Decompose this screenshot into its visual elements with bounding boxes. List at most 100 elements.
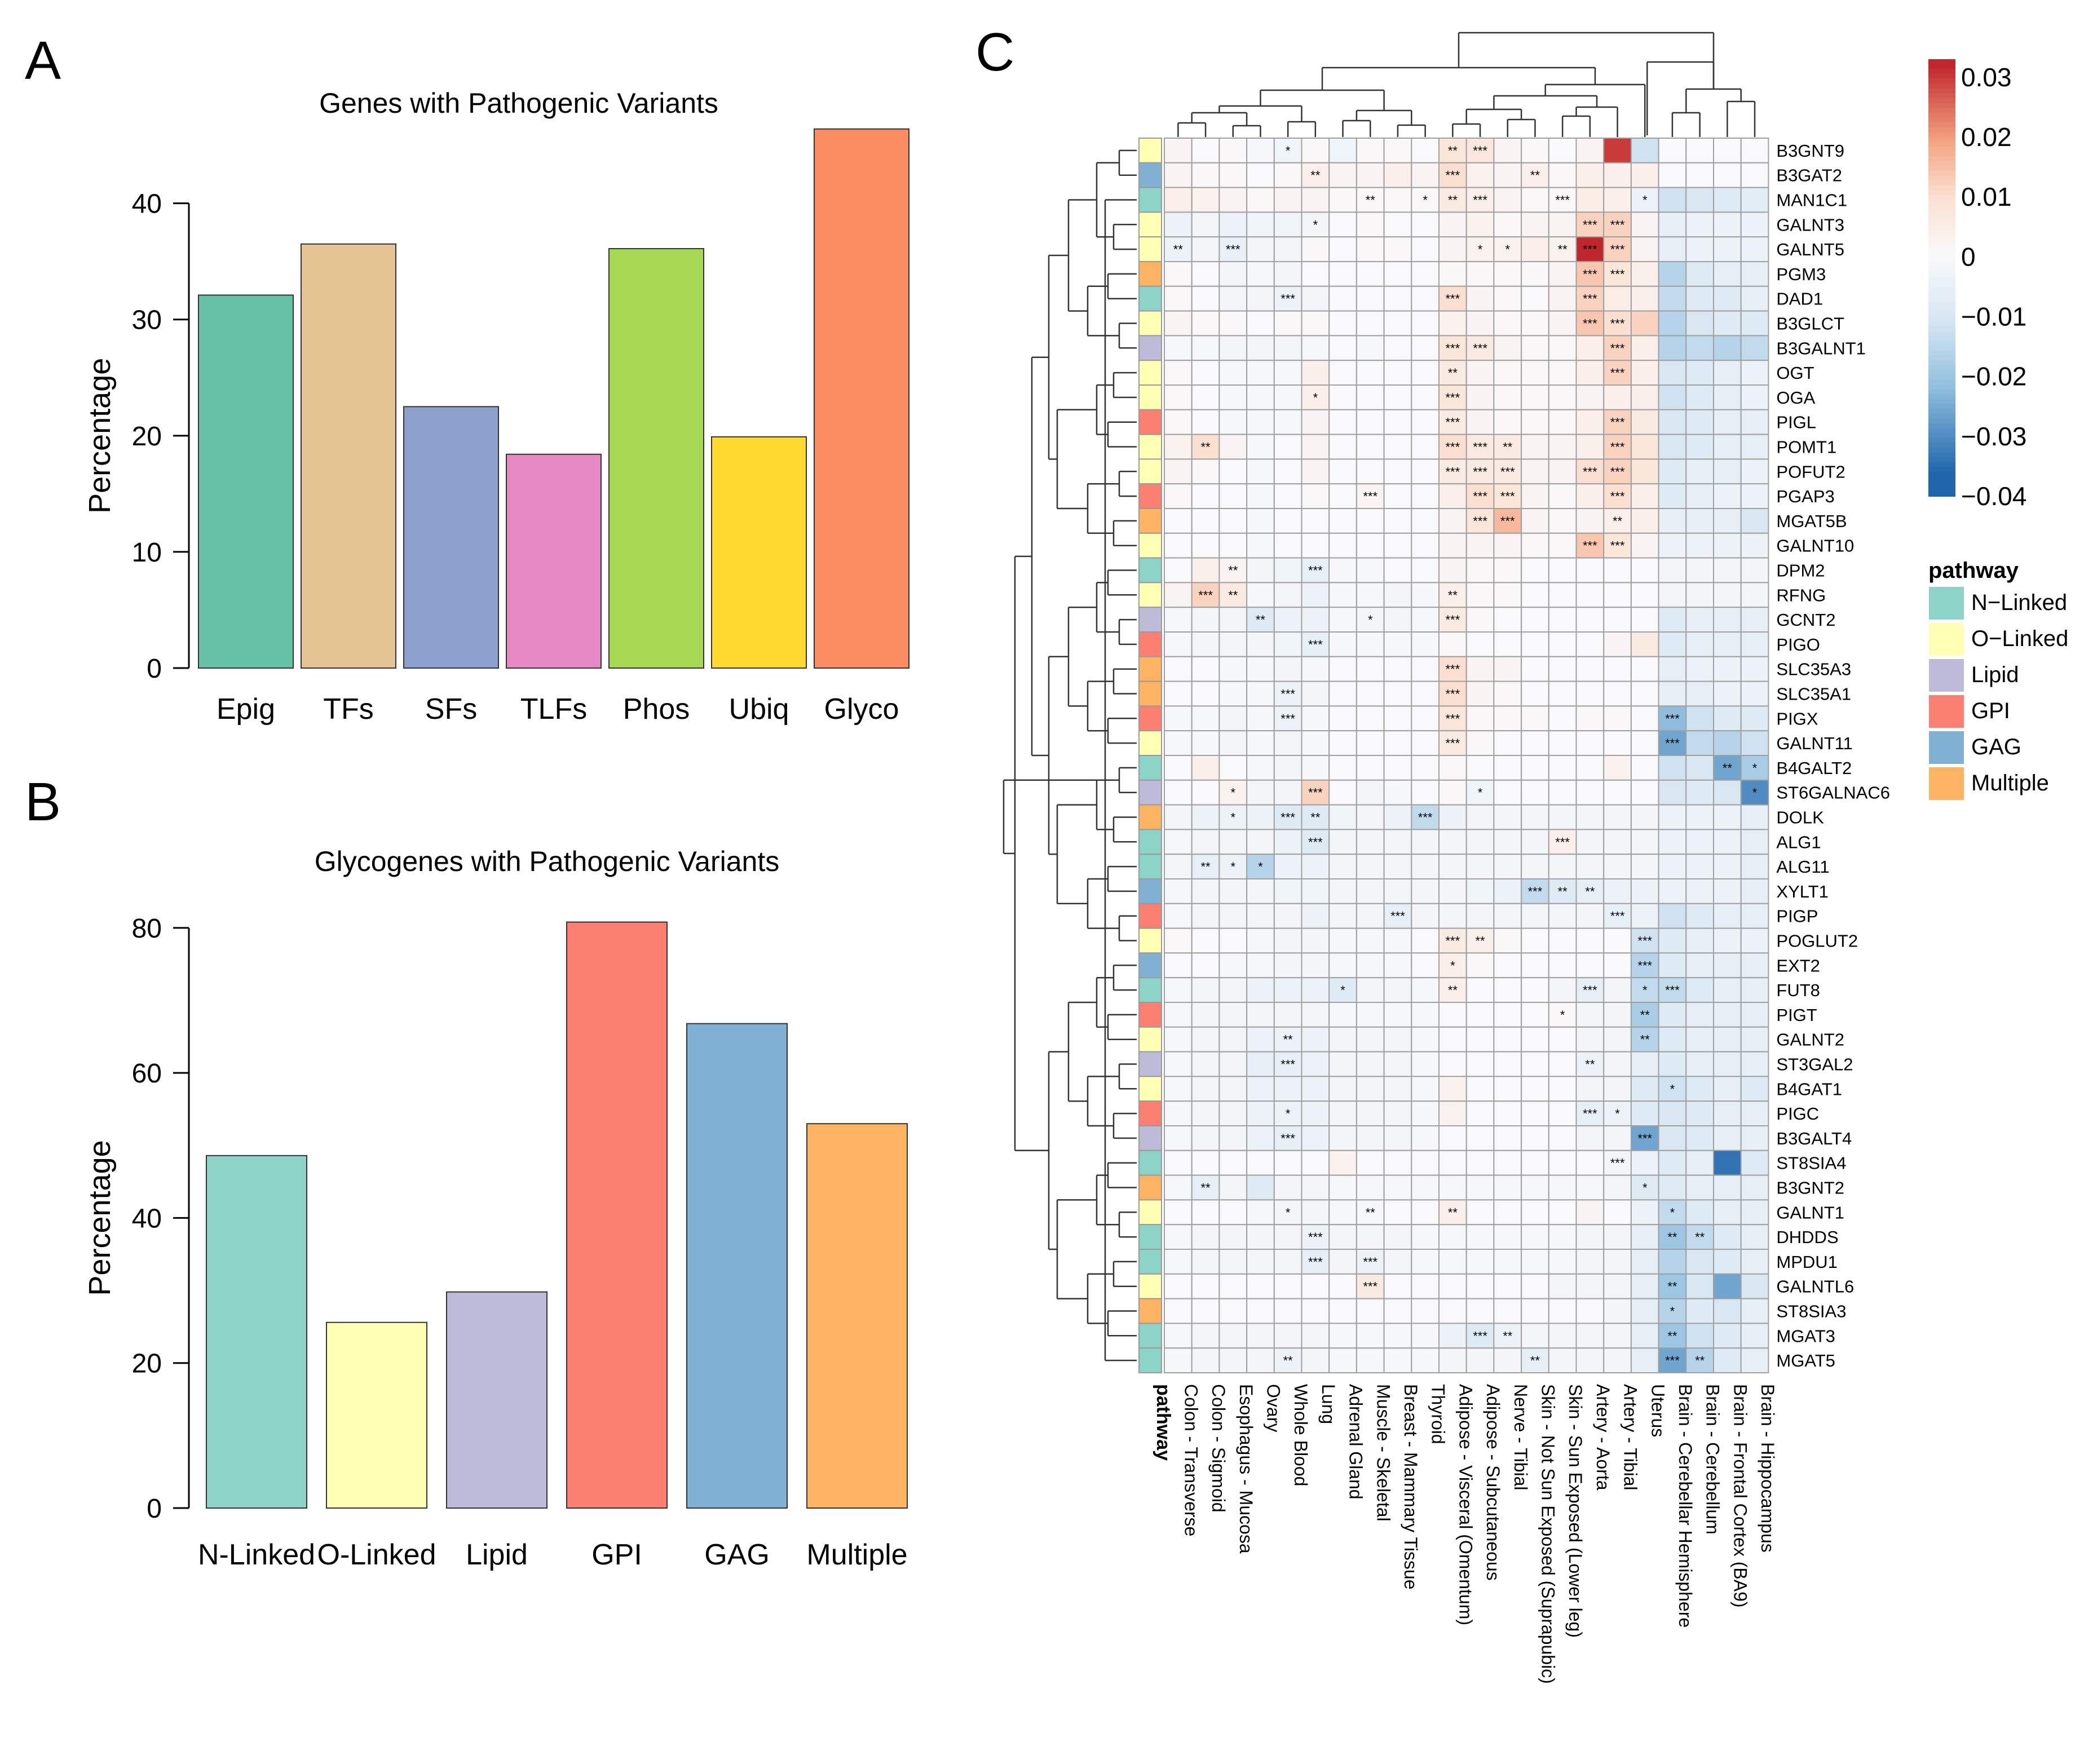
heatmap-cell: [1246, 211, 1275, 238]
heatmap-cell: [1575, 1249, 1605, 1275]
heatmap-cell: [1658, 335, 1687, 361]
y-axis-label: Percentage: [83, 1140, 117, 1296]
significance-mark: ***: [1308, 638, 1323, 652]
heatmap-cell: [1685, 1347, 1715, 1373]
heatmap-cell: [1246, 903, 1275, 929]
heatmap-cell: [1218, 261, 1248, 287]
column-label: Artery - Tibial: [1621, 1384, 1641, 1490]
heatmap-cell: [1685, 730, 1715, 756]
heatmap-cell: [1493, 138, 1522, 163]
heatmap-cell: [1658, 508, 1687, 534]
heatmap-cell: [1164, 1323, 1193, 1349]
heatmap-cell: [1658, 607, 1687, 633]
heatmap-cell: [1521, 335, 1549, 361]
colorbar-segment: [1928, 287, 1955, 293]
heatmap-cell: [1164, 1199, 1193, 1226]
heatmap-cell: [1685, 285, 1715, 312]
heatmap-cell: [1218, 187, 1248, 213]
heatmap-cell: [1713, 854, 1742, 879]
heatmap-cell: [1630, 285, 1659, 312]
heatmap-cell: [1685, 680, 1715, 707]
significance-mark: ***: [1473, 193, 1487, 207]
heatmap-cell: [1164, 236, 1193, 263]
significance-mark: **: [1310, 811, 1321, 825]
chart-title: Glycogenes with Pathogenic Variants: [315, 846, 780, 877]
significance-mark: ***: [1446, 613, 1460, 627]
row-label: SLC35A3: [1776, 660, 1851, 679]
heatmap-cell: [1685, 508, 1715, 534]
heatmap-cell: [1411, 1150, 1440, 1176]
heatmap-cell: [1246, 1224, 1275, 1250]
heatmap-cell: [1246, 1174, 1275, 1201]
heatmap-cell: [1603, 508, 1632, 534]
heatmap-cell: [1575, 162, 1605, 188]
heatmap-cell: [1273, 384, 1302, 410]
significance-mark: **: [1366, 193, 1376, 207]
heatmap-cell: [1603, 1347, 1632, 1373]
row-label: GCNT2: [1776, 610, 1835, 630]
heatmap-cell: [1548, 409, 1577, 435]
heatmap-cell: [1740, 236, 1769, 263]
heatmap-cell: [1164, 631, 1193, 657]
heatmap-cell: [1548, 1298, 1577, 1324]
column-label: Adrenal Gland: [1346, 1384, 1366, 1500]
colorbar-tick-label: −0.01: [1961, 302, 2026, 331]
heatmap-cell: [1740, 384, 1769, 410]
heatmap-cell: [1521, 1224, 1549, 1250]
heatmap-cell: [1383, 187, 1412, 213]
heatmap-cell: [1465, 582, 1495, 608]
heatmap-cell: [1273, 1125, 1302, 1151]
significance-mark: **: [1448, 144, 1458, 158]
colorbar-segment: [1928, 103, 1955, 109]
heatmap-cell: [1191, 138, 1220, 163]
heatmap-cell: [1218, 1249, 1248, 1275]
heatmap-cell: [1246, 458, 1275, 485]
heatmap-cell: [1740, 1100, 1769, 1126]
colorbar-segment: [1928, 433, 1955, 439]
row-label: PIGC: [1776, 1104, 1819, 1124]
heatmap-cell: [1713, 1174, 1742, 1201]
bar-n-linked: [206, 1155, 307, 1509]
significance-mark: ***: [1665, 736, 1680, 750]
heatmap-cell: [1521, 829, 1549, 855]
significance-mark: *: [1258, 860, 1263, 874]
heatmap-cell: [1164, 854, 1193, 879]
heatmap-cell: [1521, 285, 1549, 312]
significance-mark: **: [1475, 934, 1485, 948]
heatmap-cell: [1301, 162, 1330, 188]
heatmap-cell: [1685, 1249, 1715, 1275]
heatmap-cell: [1740, 261, 1769, 287]
significance-mark: ***: [1308, 1255, 1323, 1269]
heatmap-cell: [1548, 1002, 1577, 1028]
heatmap-cell: [1328, 1100, 1357, 1126]
pathway-annotation-cell: [1138, 1100, 1162, 1126]
heatmap-cell: [1191, 656, 1220, 682]
heatmap-cell: [1658, 1150, 1687, 1176]
heatmap-cell: [1685, 927, 1715, 954]
heatmap-cell: [1521, 903, 1549, 929]
heatmap-cell: [1658, 187, 1687, 213]
heatmap-cell: [1164, 656, 1193, 682]
colorbar-segment: [1928, 112, 1955, 118]
heatmap-cell: [1658, 384, 1687, 410]
colorbar-segment: [1928, 185, 1955, 191]
pathway-annotation-cell: [1138, 804, 1162, 830]
heatmap-cell: [1521, 1323, 1549, 1349]
heatmap-cell: [1465, 211, 1495, 238]
heatmap-cell: [1713, 903, 1742, 929]
heatmap-cell: [1191, 779, 1220, 806]
bar-phos: [608, 248, 704, 669]
heatmap-cell: [1191, 162, 1220, 188]
heatmap-cell: [1246, 384, 1275, 410]
heatmap-cell: [1411, 977, 1440, 1003]
row-label: FUT8: [1776, 980, 1820, 1000]
heatmap-cell: [1328, 1224, 1357, 1250]
heatmap-cell: [1493, 903, 1522, 929]
colorbar-segment: [1928, 59, 1955, 65]
heatmap-cell: [1438, 631, 1467, 657]
heatmap-cell: [1603, 927, 1632, 954]
heatmap-cell: [1630, 409, 1659, 435]
colorbar-tick-label: 0: [1961, 242, 1976, 271]
heatmap-cell: [1465, 1076, 1495, 1102]
heatmap-cell: [1411, 779, 1440, 806]
